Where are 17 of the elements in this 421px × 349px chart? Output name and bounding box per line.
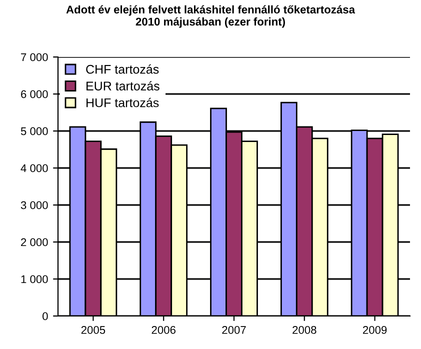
x-tick-label: 2005: [81, 326, 106, 334]
x-tick-label: 2009: [363, 326, 387, 334]
legend-label: HUF tartozás: [86, 98, 159, 108]
y-tick-label: 3 000: [20, 201, 48, 210]
legend-label: CHF tartozás: [86, 64, 159, 74]
y-tick-label: 2 000: [21, 238, 48, 246]
x-tick-label: 2006: [152, 326, 176, 334]
x-tick-label: 2007: [222, 326, 246, 334]
chart-title: Adott év elején felvett lakáshitel fennálló tőketartozása 2010 májusában (ezer forint): [66, 5, 356, 28]
y-tick-label: 1 000: [21, 275, 48, 284]
y-tick-label: 7 000: [21, 53, 48, 62]
legend-label: EUR tartozás: [86, 81, 160, 90]
y-tick-label: 4 000: [20, 164, 48, 172]
x-tick-label: 2008: [292, 326, 316, 334]
y-tick-label: 5 000: [20, 127, 48, 136]
y-tick-label: 0: [42, 312, 48, 320]
y-tick-label: 6 000: [21, 90, 48, 98]
